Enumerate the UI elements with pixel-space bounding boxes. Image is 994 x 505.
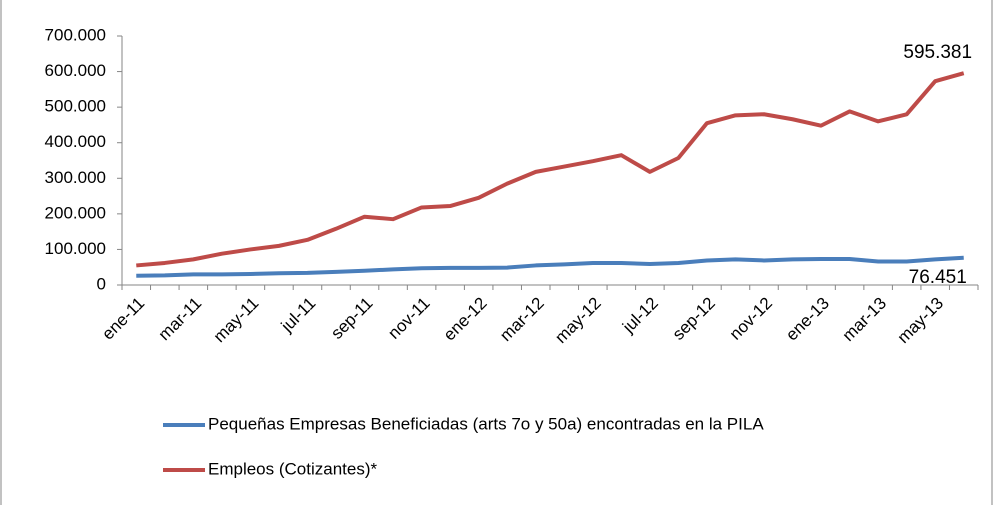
- x-tick-label: may-13: [894, 294, 948, 348]
- x-tick-label: mar-13: [839, 294, 891, 346]
- series-line: [136, 71, 965, 268]
- series-line: [136, 255, 964, 278]
- y-tick-label: 500.000: [45, 97, 106, 116]
- x-tick-label: may-12: [551, 294, 605, 348]
- y-tick-label: 200.000: [45, 203, 106, 222]
- legend-label: Pequeñas Empresas Beneficiadas (arts 7o …: [208, 414, 764, 433]
- data-label: 76.451: [909, 267, 967, 288]
- x-tick-label: may-11: [210, 294, 263, 347]
- x-tick-label: sep-12: [669, 294, 719, 344]
- y-tick-label: 300.000: [45, 168, 106, 187]
- x-tick-label: mar-12: [496, 294, 548, 346]
- x-tick-label: nov-12: [726, 294, 776, 344]
- x-tick-label: ene-11: [98, 294, 148, 344]
- x-tick-label: jul-12: [618, 294, 662, 338]
- x-tick-label: nov-11: [384, 294, 433, 343]
- legend-label: Empleos (Cotizantes)*: [208, 459, 378, 478]
- y-tick-label: 0: [97, 274, 106, 293]
- x-tick-label: sep-11: [327, 294, 376, 343]
- y-tick-label: 700.000: [45, 25, 106, 44]
- data-label: 595.381: [903, 42, 972, 63]
- y-tick-label: 600.000: [45, 61, 106, 80]
- x-tick-label: mar-11: [155, 294, 206, 345]
- y-tick-label: 100.000: [45, 239, 106, 258]
- x-tick-label: ene-13: [782, 294, 833, 345]
- x-tick-label: ene-12: [440, 294, 491, 345]
- y-tick-label: 400.000: [45, 132, 106, 151]
- x-tick-label: jul-11: [277, 294, 320, 337]
